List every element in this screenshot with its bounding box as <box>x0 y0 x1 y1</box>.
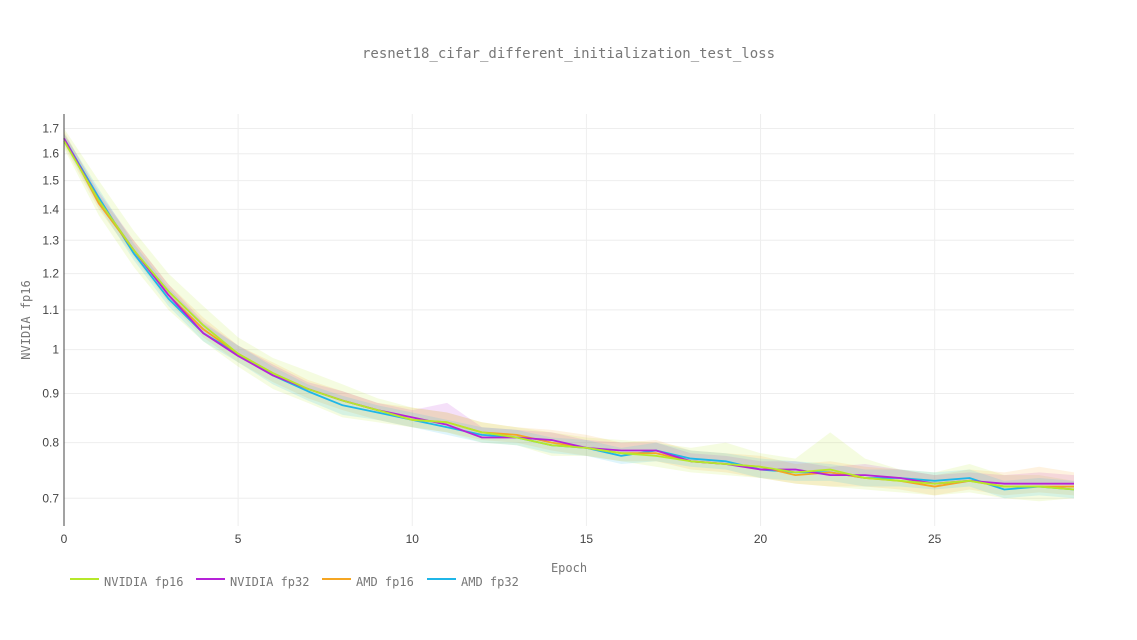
y-tick-label: 1.2 <box>42 267 59 281</box>
x-tick-label: 20 <box>754 532 768 546</box>
x-tick-label: 5 <box>235 532 242 546</box>
legend-label: NVIDIA fp32 <box>230 575 309 589</box>
x-tick-label: 0 <box>61 532 68 546</box>
legend-label: NVIDIA fp16 <box>104 575 183 589</box>
y-tick-label: 1.5 <box>42 174 59 188</box>
legend-label: AMD fp32 <box>461 575 519 589</box>
gridlines <box>64 114 1074 526</box>
y-tick-label: 1.1 <box>42 303 59 317</box>
confidence-band <box>64 133 1074 484</box>
y-tick-label: 1.4 <box>42 202 59 216</box>
y-tick-label: 0.9 <box>42 387 59 401</box>
x-tick-labels: 0 5 10 15 20 25 <box>61 532 942 546</box>
legend: NVIDIA fp16 NVIDIA fp32 AMD fp16 AMD fp32 <box>70 575 519 589</box>
y-tick-label: 0.8 <box>42 436 59 450</box>
x-tick-label: 25 <box>928 532 942 546</box>
x-tick-label: 10 <box>406 532 420 546</box>
y-tick-label: 1.7 <box>42 121 59 135</box>
series-line <box>63 137 1074 485</box>
y-tick-label: 1 <box>52 343 59 357</box>
y-axis-label: NVIDIA fp16 <box>19 280 33 359</box>
series-lines <box>63 137 1075 491</box>
legend-label: AMD fp16 <box>356 575 414 589</box>
series-line <box>63 140 1075 491</box>
y-tick-label: 0.7 <box>42 491 59 505</box>
y-tick-label: 1.3 <box>42 233 59 247</box>
chart-title: resnet18_cifar_different_initialization_… <box>362 46 775 62</box>
x-tick-label: 15 <box>580 532 594 546</box>
y-tick-labels: 0.7 0.8 0.9 1 1.1 1.2 1.3 1.4 1.5 1.6 1.7 <box>42 121 59 505</box>
y-tick-label: 1.6 <box>42 147 59 161</box>
x-axis-label: Epoch <box>551 561 587 575</box>
